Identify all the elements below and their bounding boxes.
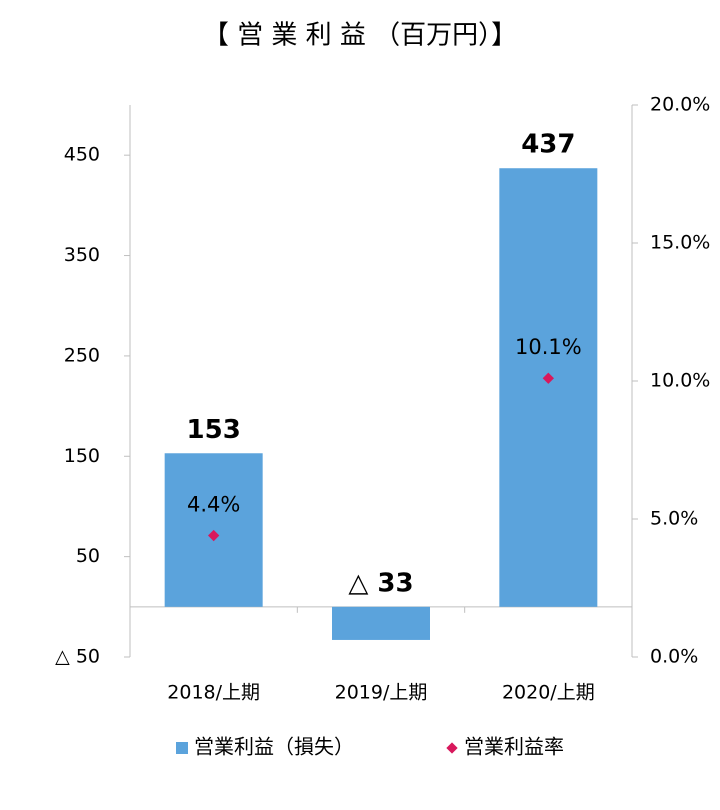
chart-title: 【 営 業 利 益 （百万円）】	[203, 21, 517, 51]
y-tick-label: 450	[64, 144, 100, 166]
marker-value-label: 10.1%	[515, 335, 582, 359]
bar-value-label: 437	[521, 130, 575, 160]
y2-tick-label: 20.0%	[650, 94, 710, 116]
legend-swatch	[176, 742, 188, 754]
bar-value-label: 153	[187, 415, 241, 445]
bar-value-label: △ 33	[348, 568, 413, 598]
y2-tick-label: 15.0%	[650, 232, 710, 254]
x-tick-label: 2018/上期	[167, 682, 260, 704]
y2-tick-label: 10.0%	[650, 370, 710, 392]
y-tick-label: 150	[64, 445, 100, 467]
y-tick-label: △ 50	[55, 646, 100, 668]
y-tick-label: 250	[64, 344, 100, 366]
legend-label: 営業利益率	[464, 735, 564, 759]
marker	[542, 372, 554, 384]
y2-tick-label: 0.0%	[650, 646, 698, 668]
bar	[499, 168, 598, 607]
y2-tick-label: 5.0%	[650, 508, 698, 530]
y-tick-label: 50	[76, 545, 100, 567]
x-tick-label: 2020/上期	[502, 682, 595, 704]
x-tick-label: 2019/上期	[335, 682, 428, 704]
legend-swatch	[446, 742, 458, 754]
marker-value-label: 4.4%	[187, 493, 240, 517]
legend-label: 営業利益（損失）	[194, 735, 354, 759]
y-tick-label: 350	[64, 244, 100, 266]
marker	[208, 529, 220, 542]
bar	[332, 606, 430, 640]
